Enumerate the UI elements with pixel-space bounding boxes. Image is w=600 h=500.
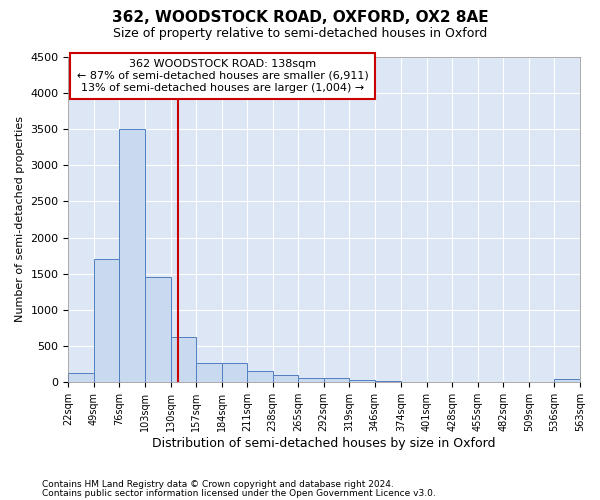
Text: Contains public sector information licensed under the Open Government Licence v3: Contains public sector information licen… — [42, 490, 436, 498]
Bar — [298, 378, 324, 382]
Bar — [68, 373, 94, 382]
Bar — [221, 363, 247, 382]
Bar — [349, 380, 375, 382]
Bar — [324, 378, 349, 382]
Text: Contains HM Land Registry data © Crown copyright and database right 2024.: Contains HM Land Registry data © Crown c… — [42, 480, 394, 489]
Bar — [94, 259, 119, 382]
Bar — [145, 278, 170, 382]
Bar — [119, 129, 145, 382]
Text: Size of property relative to semi-detached houses in Oxford: Size of property relative to semi-detach… — [113, 28, 487, 40]
Bar — [247, 371, 272, 382]
Bar — [170, 336, 196, 382]
Text: 362, WOODSTOCK ROAD, OXFORD, OX2 8AE: 362, WOODSTOCK ROAD, OXFORD, OX2 8AE — [112, 10, 488, 25]
Bar — [272, 375, 298, 382]
X-axis label: Distribution of semi-detached houses by size in Oxford: Distribution of semi-detached houses by … — [152, 437, 496, 450]
Bar — [196, 363, 221, 382]
Bar — [554, 380, 580, 382]
Y-axis label: Number of semi-detached properties: Number of semi-detached properties — [15, 116, 25, 322]
Text: 362 WOODSTOCK ROAD: 138sqm
← 87% of semi-detached houses are smaller (6,911)
13%: 362 WOODSTOCK ROAD: 138sqm ← 87% of semi… — [77, 60, 368, 92]
Bar — [375, 381, 401, 382]
